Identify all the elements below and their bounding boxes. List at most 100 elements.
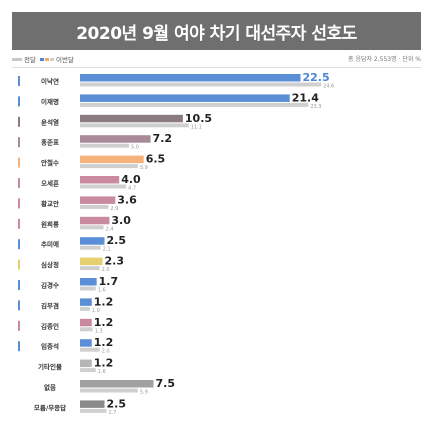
current-bar <box>80 135 151 143</box>
legend-label-previous: 전달 <box>24 56 36 64</box>
previous-value-label: 1.6 <box>98 369 106 375</box>
category-marker <box>18 259 20 270</box>
previous-bar <box>80 82 322 87</box>
previous-value-label: 24.6 <box>323 84 334 90</box>
previous-value-label: 1.6 <box>98 288 106 294</box>
category-label: 이재명 <box>41 97 59 106</box>
previous-bar <box>80 184 127 189</box>
category-label: 홍준표 <box>41 138 59 147</box>
current-value-label: 10.5 <box>185 112 212 125</box>
previous-value-label: 23.3 <box>310 104 321 110</box>
previous-bar <box>80 368 96 373</box>
previous-bar <box>80 408 107 413</box>
category-marker <box>18 320 20 331</box>
current-bar <box>80 298 92 306</box>
current-bar <box>80 196 116 204</box>
previous-value-label: 2.1 <box>103 247 111 253</box>
category-marker <box>18 137 20 148</box>
category-label: 임종석 <box>41 342 59 351</box>
current-bar <box>80 94 290 102</box>
previous-value-label: 2.0 <box>102 267 110 273</box>
category-marker <box>18 198 20 209</box>
current-value-label: 3.6 <box>117 193 137 206</box>
previous-bar <box>80 266 100 271</box>
previous-value-label: 2.7 <box>108 410 116 416</box>
previous-value-label: 4.7 <box>128 186 136 192</box>
category-marker <box>18 341 20 352</box>
previous-value-label: 1.3 <box>95 328 103 334</box>
previous-bar <box>80 306 90 311</box>
category-label: 원희룡 <box>41 219 59 228</box>
legend-item-current: 이번달 <box>40 54 74 64</box>
previous-value-label: 11.1 <box>191 124 202 130</box>
current-bar <box>80 155 144 164</box>
previous-value-label: 2.9 <box>110 206 118 212</box>
current-bar <box>80 359 92 368</box>
current-value-label: 22.5 <box>303 71 330 84</box>
category-label: 추미애 <box>41 240 59 249</box>
survey-note: 총 응답자 2,553명 · 단위 % <box>348 56 421 63</box>
category-label: 윤석열 <box>41 117 59 126</box>
previous-value-label: 5.0 <box>131 145 139 151</box>
current-value-label: 3.0 <box>111 214 131 227</box>
legend: 전달 이번달 총 응답자 2,553명 · 단위 % <box>0 54 433 66</box>
current-value-label: 2.5 <box>107 397 127 410</box>
previous-bar <box>80 164 138 169</box>
previous-bar <box>80 204 109 209</box>
legend-swatch-current-orange <box>45 57 49 61</box>
current-value-label: 2.5 <box>107 234 127 247</box>
category-label: 오세훈 <box>41 179 59 188</box>
current-bar <box>80 318 92 327</box>
current-bar <box>80 257 103 266</box>
category-label: 안철수 <box>41 158 59 167</box>
category-label: 이낙연 <box>41 77 59 86</box>
current-value-label: 1.2 <box>94 295 114 308</box>
previous-bar <box>80 388 138 393</box>
previous-bar <box>80 123 189 128</box>
category-label: 황교안 <box>41 199 59 208</box>
category-label: 기타인물 <box>38 362 62 371</box>
current-bar <box>80 114 183 123</box>
category-marker <box>18 239 20 250</box>
current-value-label: 1.2 <box>94 336 114 349</box>
current-value-label: 1.2 <box>94 357 114 370</box>
previous-bar <box>80 143 129 148</box>
previous-bar <box>80 286 96 291</box>
previous-bar <box>80 102 309 107</box>
current-value-label: 2.3 <box>105 255 125 268</box>
category-marker <box>18 96 20 107</box>
previous-value-label: 1.0 <box>92 308 100 314</box>
previous-value-label: 2.4 <box>106 226 114 232</box>
current-bar <box>80 339 92 347</box>
previous-value-label: 5.9 <box>140 390 148 396</box>
category-label: 김종인 <box>41 321 59 330</box>
legend-label-current: 이번달 <box>56 56 74 64</box>
current-bar <box>80 216 110 225</box>
chart-title: 2020년 9월 여야 차기 대선주자 선호도 <box>12 12 421 50</box>
previous-bar <box>80 245 101 250</box>
current-value-label: 1.2 <box>94 316 114 329</box>
previous-bar <box>80 347 100 352</box>
previous-bar <box>80 327 93 332</box>
current-value-label: 1.7 <box>99 275 119 288</box>
current-bar <box>80 74 301 82</box>
previous-bar <box>80 225 104 230</box>
current-bar <box>80 380 154 388</box>
previous-value-label: 2.0 <box>102 349 110 355</box>
category-label: 심상정 <box>41 260 59 269</box>
current-bar <box>80 237 105 245</box>
current-value-label: 7.5 <box>156 377 176 390</box>
category-label: 없음 <box>44 383 56 392</box>
category-marker <box>18 116 20 127</box>
divider <box>12 67 421 68</box>
category-label: 모름/무응답 <box>34 403 66 412</box>
current-bar <box>80 400 105 408</box>
previous-value-label: 5.9 <box>140 165 148 171</box>
category-marker <box>18 157 20 168</box>
category-marker <box>18 76 20 86</box>
current-value-label: 4.0 <box>121 173 141 186</box>
current-value-label: 7.2 <box>153 132 173 145</box>
category-marker <box>18 280 20 290</box>
category-marker <box>18 178 20 188</box>
